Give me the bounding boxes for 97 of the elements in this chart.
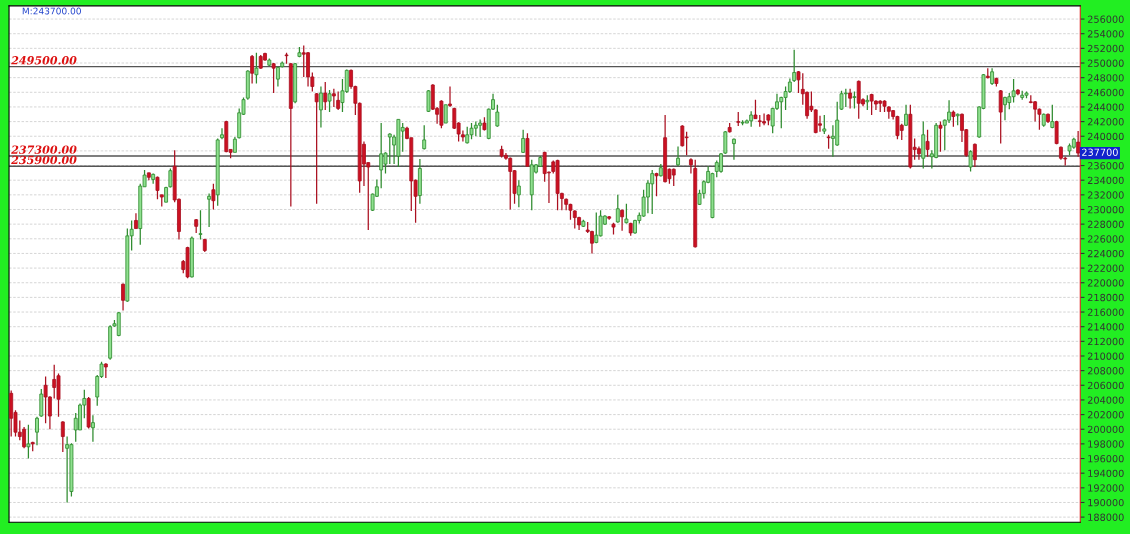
candlestick <box>271 62 276 94</box>
y-tick-label: 202000 <box>1087 411 1124 419</box>
y-tick-label: 248000 <box>1087 74 1124 82</box>
candlestick <box>65 435 70 504</box>
y-tick-label: 208000 <box>1087 367 1124 375</box>
y-tick-label: 246000 <box>1087 88 1124 97</box>
y-tick-label: 196000 <box>1088 455 1124 463</box>
candlestick <box>323 81 328 111</box>
y-tick-label: 254000 <box>1087 30 1124 38</box>
candlestick <box>680 124 685 148</box>
ref-line-label: 237300.00 <box>11 145 77 154</box>
candlestick <box>220 127 224 140</box>
candlestick <box>39 388 44 418</box>
candlestick <box>301 44 306 78</box>
candlestick <box>998 89 1003 145</box>
candlestick <box>495 104 500 128</box>
y-tick-label: 216000 <box>1087 308 1124 316</box>
candlestick <box>516 179 521 208</box>
candlestick <box>211 183 216 211</box>
candlestick <box>1033 100 1038 123</box>
y-tick-label: 222000 <box>1087 264 1124 272</box>
candlestick <box>327 89 332 113</box>
y-tick-label: 198000 <box>1088 440 1124 448</box>
candlestick <box>947 99 951 124</box>
y-tick-label: 188000 <box>1088 513 1124 521</box>
candlestick <box>168 167 173 189</box>
y-tick-label: 210000 <box>1087 352 1124 360</box>
y-tick-label: 252000 <box>1087 44 1124 53</box>
candlestick <box>542 151 547 183</box>
ref-line-label: 235900.00 <box>11 155 77 165</box>
y-tick-label: 206000 <box>1087 381 1124 390</box>
candlestick <box>314 92 319 205</box>
y-tick-label: 242000 <box>1087 118 1124 126</box>
y-tick-label: 194000 <box>1088 469 1124 478</box>
candlestick <box>921 120 926 170</box>
ref-line-label: 249500.00 <box>11 56 77 65</box>
y-tick-label: 192000 <box>1088 484 1124 492</box>
y-tick-label: 200000 <box>1087 425 1124 434</box>
y-tick-label: 244000 <box>1087 103 1124 111</box>
candlestick <box>676 145 680 167</box>
candlestick <box>387 132 392 165</box>
candlestick <box>198 209 203 241</box>
candlestick <box>843 88 848 108</box>
candlestick <box>121 282 125 312</box>
candlestick <box>650 169 655 215</box>
candlestick <box>319 85 323 129</box>
candlestick <box>336 90 341 111</box>
candlestick <box>91 414 95 443</box>
candlestick <box>422 124 427 151</box>
y-tick-label: 250000 <box>1087 59 1124 67</box>
candlestick <box>1076 130 1081 158</box>
y-tick-label: 212000 <box>1087 337 1124 346</box>
y-tick-label: 220000 <box>1087 279 1124 287</box>
candlestick <box>43 375 48 424</box>
candlestick <box>116 311 121 337</box>
candlestick <box>594 211 599 244</box>
candlestick <box>254 52 259 85</box>
candlestick <box>856 79 861 120</box>
y-tick-label: 190000 <box>1088 498 1124 507</box>
candlestick <box>805 90 810 120</box>
y-tick-label: 218000 <box>1087 293 1124 302</box>
candlestick <box>968 149 973 173</box>
candlestick <box>207 192 212 228</box>
y-tick-label: 228000 <box>1087 220 1124 228</box>
candlestick <box>508 156 513 211</box>
y-tick-label: 234000 <box>1087 176 1124 185</box>
y-tick-label: 256000 <box>1087 15 1124 23</box>
candlestick <box>615 194 620 224</box>
y-tick-label: 224000 <box>1087 249 1124 258</box>
candlestick <box>52 364 57 400</box>
candlestick <box>925 129 930 158</box>
annotation: M:243700.00 <box>22 7 81 15</box>
candlestick <box>478 118 483 138</box>
text: 237700 <box>1082 148 1118 156</box>
candlestick <box>250 54 255 85</box>
y-tick-label: 226000 <box>1087 235 1124 243</box>
candlestick <box>331 88 336 108</box>
candlestick <box>443 104 448 124</box>
candlestick <box>620 208 625 232</box>
candlestick <box>938 120 943 153</box>
candlestick <box>448 85 452 108</box>
candlestick <box>26 424 31 460</box>
candlestick <box>35 416 39 446</box>
candlestick <box>400 122 405 153</box>
candlestick <box>22 426 27 449</box>
candlestick <box>379 122 384 189</box>
y-tick-label: 236000 <box>1087 162 1124 170</box>
candlestick <box>732 137 736 161</box>
candlestick <box>60 420 65 453</box>
y-tick-label: 230000 <box>1087 205 1124 214</box>
y-tick-label: 204000 <box>1087 396 1124 404</box>
candlestick <box>822 114 827 135</box>
y-tick-label: 232000 <box>1087 191 1124 199</box>
y-tick-label: 214000 <box>1087 323 1124 331</box>
candlestick <box>848 88 853 110</box>
y-tick-label: 240000 <box>1087 132 1124 141</box>
candlestick <box>813 108 818 134</box>
